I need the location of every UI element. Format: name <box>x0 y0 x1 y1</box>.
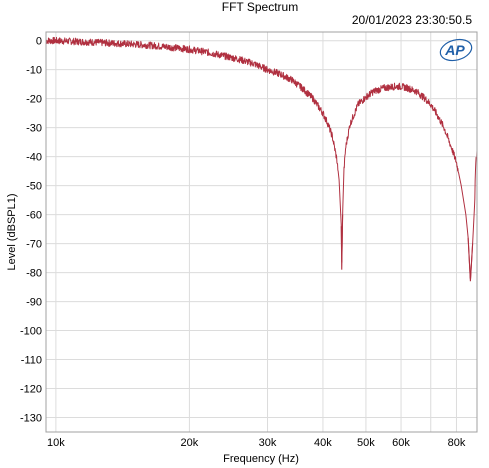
series-notch <box>467 237 474 282</box>
y-axis-label: Level (dBSPL1) <box>6 193 18 270</box>
y-tick-label: -50 <box>26 181 42 193</box>
x-tick-label: 20k <box>181 437 199 449</box>
series-notch <box>340 214 344 270</box>
x-tick-label: 80k <box>448 437 466 449</box>
plot-border <box>45 31 478 433</box>
x-tick-label: 10k <box>47 437 65 449</box>
y-axis-ticks: 0 -10 -20 -30 -40 -50 -60 -70 -80 -90 -100 -110 -120… <box>20 36 42 425</box>
ap-logo-swoosh-icon <box>439 38 473 62</box>
y-tick-label: -100 <box>20 326 42 338</box>
y-tick-label: -30 <box>26 123 42 135</box>
x-tick-label: 40k <box>314 437 332 449</box>
plot-frame <box>45 31 478 433</box>
y-tick-label: -10 <box>26 65 42 77</box>
x-tick-label: 60k <box>392 437 410 449</box>
plot-background <box>46 32 477 432</box>
y-tick-label: -110 <box>21 355 42 367</box>
y-tick-label: -40 <box>26 152 42 164</box>
chart-title: FFT Spectrum <box>222 0 298 14</box>
ap-logo: AP <box>439 38 473 62</box>
y-tick-label: -130 <box>20 413 42 425</box>
series-line <box>45 36 478 280</box>
x-tick-label: 30k <box>259 437 277 449</box>
grid <box>46 32 477 432</box>
plot-area <box>46 32 477 432</box>
y-tick-label: 0 <box>36 36 42 48</box>
y-tick-label: -120 <box>20 384 42 396</box>
series-layer <box>45 36 478 282</box>
ap-logo-text: AP <box>444 42 465 58</box>
x-axis-ticks: 10k 20k 30k 40k 50k 60k 80k <box>47 437 466 449</box>
x-tick-label: 50k <box>357 437 375 449</box>
y-tick-label: -80 <box>26 268 42 280</box>
y-tick-label: -70 <box>26 239 42 251</box>
chart-timestamp: 20/01/2023 23:30:50.5 <box>352 13 472 27</box>
y-tick-label: -20 <box>26 94 42 106</box>
x-axis-label: Frequency (Hz) <box>223 453 299 465</box>
y-tick-label: -90 <box>26 297 42 309</box>
y-tick-label: -60 <box>26 210 42 222</box>
